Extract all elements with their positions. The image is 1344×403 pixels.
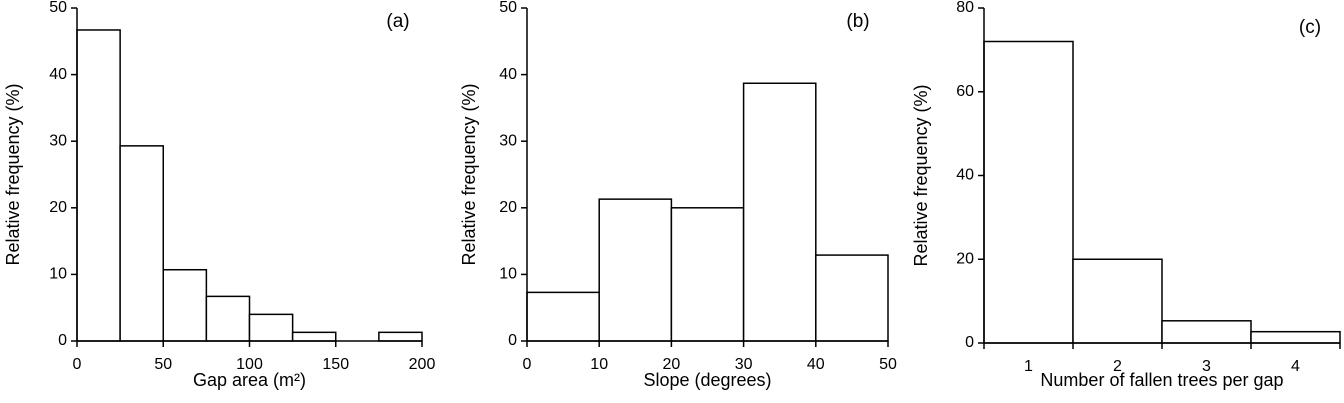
x-tick-label: 40 bbox=[807, 356, 825, 373]
bar bbox=[248, 313, 294, 342]
y-tick-label: 80 bbox=[956, 0, 974, 16]
y-tick-label: 0 bbox=[508, 332, 517, 349]
bar bbox=[526, 291, 600, 342]
y-tick-label: 0 bbox=[58, 332, 67, 349]
x-tick-label: 20 bbox=[663, 356, 681, 373]
x-tick-label: 0 bbox=[523, 356, 532, 373]
y-tick-label: 30 bbox=[499, 132, 517, 149]
panel-label: (b) bbox=[846, 11, 869, 32]
y-tick-label: 10 bbox=[499, 266, 517, 283]
x-tick-label: 2 bbox=[1113, 358, 1122, 375]
x-tick-label: 10 bbox=[590, 356, 608, 373]
bar bbox=[1072, 258, 1163, 344]
panel-label: (c) bbox=[1299, 17, 1321, 38]
y-axis-label: Relative frequency (%) bbox=[459, 83, 479, 265]
y-tick-label: 40 bbox=[499, 66, 517, 83]
y-tick-label: 50 bbox=[499, 0, 517, 16]
x-axis-label: Gap area (m²) bbox=[193, 370, 306, 390]
y-tick-label: 20 bbox=[49, 199, 67, 216]
x-tick-label: 4 bbox=[1291, 358, 1300, 375]
bar bbox=[378, 331, 423, 342]
y-tick-label: 50 bbox=[49, 0, 67, 16]
bar bbox=[1250, 330, 1341, 344]
bar bbox=[119, 145, 164, 342]
x-tick-label: 3 bbox=[1202, 358, 1211, 375]
x-tick-label: 30 bbox=[735, 356, 753, 373]
x-tick-label: 1 bbox=[1024, 358, 1033, 375]
y-tick-label: 20 bbox=[499, 199, 517, 216]
x-tick-label: 0 bbox=[73, 356, 82, 373]
x-tick-label: 200 bbox=[409, 356, 436, 373]
bar bbox=[983, 40, 1074, 344]
bar bbox=[205, 295, 251, 342]
y-tick-label: 60 bbox=[956, 83, 974, 100]
y-tick-label: 0 bbox=[965, 334, 974, 351]
panel-label: (a) bbox=[386, 11, 409, 32]
x-axis-label: Slope (degrees) bbox=[643, 370, 771, 390]
y-tick-label: 40 bbox=[956, 167, 974, 184]
bar bbox=[742, 82, 817, 342]
x-tick-label: 50 bbox=[154, 356, 172, 373]
bar bbox=[815, 254, 889, 342]
bar bbox=[670, 207, 745, 342]
y-tick-label: 30 bbox=[49, 132, 67, 149]
bar bbox=[598, 198, 673, 342]
x-axis-label: Number of fallen trees per gap bbox=[1040, 370, 1283, 390]
x-tick-label: 100 bbox=[236, 356, 263, 373]
bar bbox=[76, 29, 121, 342]
bar bbox=[1161, 320, 1252, 344]
bar bbox=[162, 268, 208, 342]
y-axis-label: Relative frequency (%) bbox=[911, 84, 931, 266]
y-tick-label: 20 bbox=[956, 250, 974, 267]
y-tick-label: 40 bbox=[49, 66, 67, 83]
x-tick-label: 150 bbox=[322, 356, 349, 373]
bar bbox=[291, 331, 337, 342]
x-tick-label: 50 bbox=[879, 356, 897, 373]
y-axis-label: Relative frequency (%) bbox=[3, 83, 23, 265]
y-tick-label: 10 bbox=[49, 266, 67, 283]
